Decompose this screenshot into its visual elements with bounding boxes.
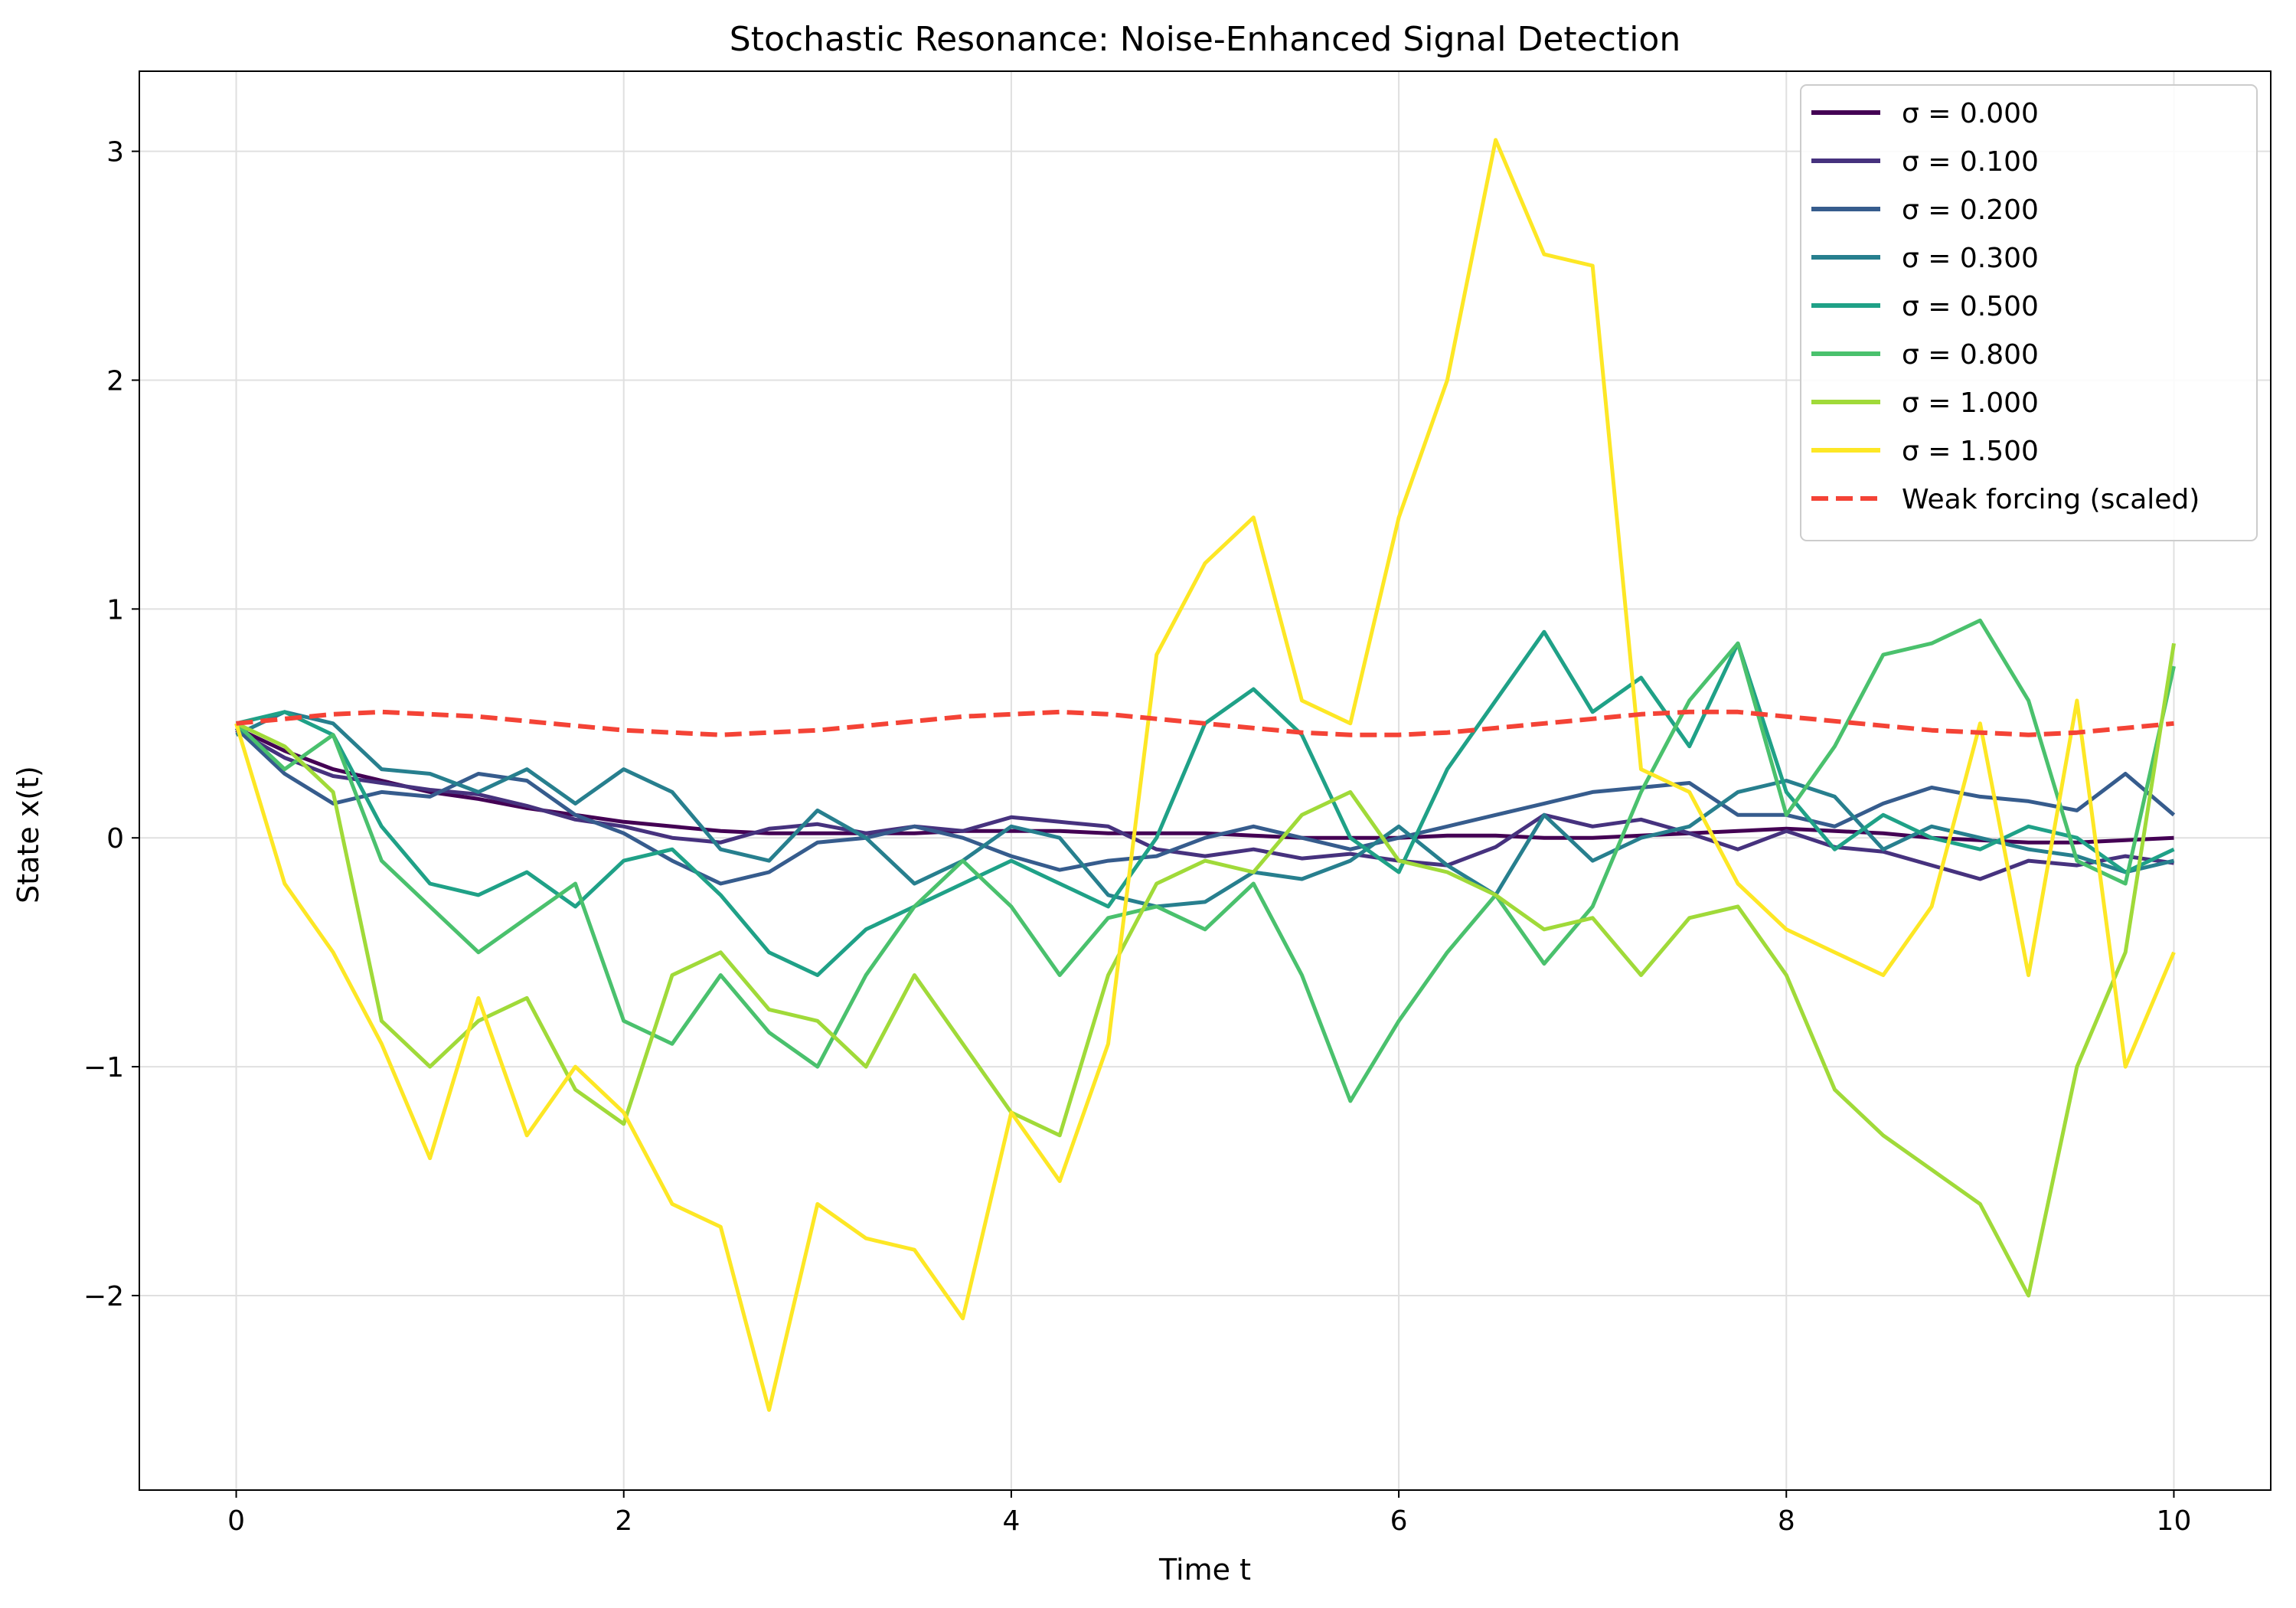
x-tick-label-0: 0 [227,1505,245,1537]
legend-label-5: σ = 0.800 [1902,339,2039,371]
series-line-5 [234,618,2176,1103]
y-tick-label-5: 3 [106,137,124,168]
y-axis-label: State x(t) [11,766,45,904]
series-line-1 [235,728,2174,881]
legend-label-8: Weak forcing (scaled) [1902,484,2200,515]
series-line-6 [235,642,2176,1298]
x-tick-label-4: 8 [1778,1505,1795,1537]
y-tick-label-4: 2 [106,365,124,397]
x-axis-label: Time t [1158,1553,1251,1587]
y-tick-label-1: −1 [83,1052,124,1083]
y-tick-label-0: −2 [83,1281,124,1312]
series-line-3 [235,710,2175,909]
series-lines [234,138,2176,1412]
x-tick-label-5: 10 [2157,1505,2192,1537]
legend-label-6: σ = 1.000 [1902,387,2039,419]
x-tick-label-2: 4 [1002,1505,1020,1537]
y-tick-label-3: 1 [106,594,124,626]
x-tick-label-1: 2 [615,1505,632,1537]
series-line-2 [234,726,2176,886]
y-tick-label-2: 0 [106,823,124,855]
series-line-7 [234,138,2176,1412]
x-tick-label-3: 6 [1390,1505,1408,1537]
legend-label-2: σ = 0.200 [1902,194,2039,226]
legend-label-1: σ = 0.100 [1902,146,2039,178]
legend-label-3: σ = 0.300 [1902,243,2039,274]
chart-title: Stochastic Resonance: Noise-Enhanced Sig… [730,20,1680,59]
legend-box [1800,84,2258,541]
axis-ticks: 0 2 4 6 8 10 −2 −1 0 1 2 3 [83,137,2191,1537]
plot-area-frame [139,70,2272,1491]
legend-label-4: σ = 0.500 [1902,291,2039,322]
series-line-8 [236,709,2174,737]
legend-label-0: σ = 0.000 [1902,98,2039,129]
series-line-0 [235,726,2174,845]
legend-label-7: σ = 1.500 [1902,436,2039,467]
legend: σ = 0.000 σ = 0.100 σ = 0.200 σ = 0.300 σ = … [1800,84,2258,541]
